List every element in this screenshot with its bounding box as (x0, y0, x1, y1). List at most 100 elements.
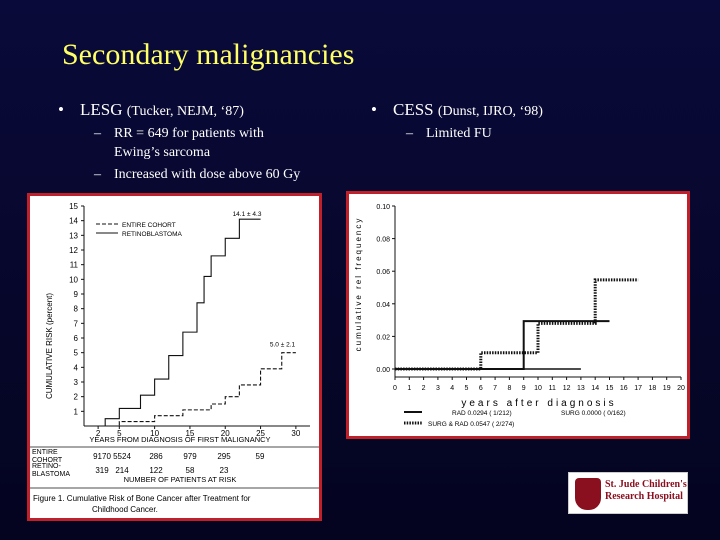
risk-cell: 5524 (113, 452, 131, 461)
x-tick-label: 18 (649, 385, 657, 392)
left-citation: (Tucker, NEJM, ‘87) (126, 104, 244, 119)
x-tick-label: 15 (606, 385, 614, 392)
y-tick-label: 4 (74, 363, 79, 372)
y-tick-label: 1 (74, 407, 79, 416)
legend-label: RAD 0.0294 ( 1/212) (452, 410, 512, 417)
x-tick-label: 12 (563, 385, 571, 392)
x-tick-label: 20 (677, 385, 685, 392)
cess-frequency-figure: cumulative rel frequency 0.00 0.02 0.04 0.0… (346, 191, 690, 439)
x-tick-label: 20 (221, 429, 230, 438)
y-tick-label: 14 (69, 217, 78, 226)
legend-label: ENTIRE COHORT (122, 222, 176, 229)
dash: – (406, 126, 413, 141)
x-tick-label: 16 (620, 385, 628, 392)
x-axis-label: years after diagnosis (461, 398, 616, 409)
risk-cell: 319 (95, 466, 109, 475)
y-tick-label: 0.06 (376, 269, 390, 276)
figure-caption-line2: Childhood Cancer. (92, 505, 158, 514)
x-tick-label: 2 (422, 385, 426, 392)
y-axis-label: cumulative rel frequency (354, 217, 363, 352)
right-bullet: • CESS (Dunst, IJRO, ‘98) (371, 99, 543, 122)
risk-cell: 122 (149, 466, 163, 475)
x-tick-label: 30 (291, 429, 300, 438)
bullet-dot: • (371, 100, 377, 119)
risk-cell: 23 (220, 466, 229, 475)
y-tick-label: 0.10 (376, 204, 390, 211)
bullet-dot: • (58, 100, 64, 119)
logo-line2: Research Hospital (605, 491, 683, 502)
x-tick-label: 5 (465, 385, 469, 392)
y-tick-label: 0.08 (376, 237, 390, 244)
y-tick-label: 0.04 (376, 302, 390, 309)
y-tick-label: 10 (69, 275, 78, 284)
risk-cell: 295 (217, 452, 231, 461)
left-sub-1-line2: Ewing’s sarcoma (114, 145, 211, 160)
right-sub-1-line1: Limited FU (426, 126, 492, 141)
risk-cell: 58 (186, 466, 195, 475)
y-tick-label: 15 (69, 202, 78, 211)
legend-label: RETINOBLASTOMA (122, 231, 183, 238)
right-citation: (Dunst, IJRO, ‘98) (437, 104, 543, 119)
y-tick-label: 6 (74, 334, 79, 343)
y-tick-label: 9 (74, 290, 79, 299)
y-tick-label: 13 (69, 231, 78, 240)
risk-row-label: RETINO- (32, 463, 61, 470)
right-heading: CESS (393, 100, 434, 119)
bone-cancer-chart: CUMULATIVE RISK (percent) 12345678910111… (30, 202, 319, 514)
cess-chart: cumulative rel frequency 0.00 0.02 0.04 0.0… (354, 204, 685, 428)
x-tick-label: 13 (577, 385, 585, 392)
x-tick-label: 7 (493, 385, 497, 392)
y-tick-label: 7 (74, 319, 79, 328)
annotation-entire-cohort: 5.0 ± 2.1 (270, 342, 296, 349)
legend: ENTIRE COHORT RETINOBLASTOMA (96, 222, 183, 238)
y-tick-label: 3 (74, 378, 79, 387)
left-sub-2-line1: Increased with dose above 60 Gy (114, 167, 301, 182)
risk-table-header: NUMBER OF PATIENTS AT RISK (124, 475, 237, 484)
y-axis-label: CUMULATIVE RISK (percent) (45, 293, 54, 399)
bone-cancer-risk-figure: CUMULATIVE RISK (percent) 1 2 3 4 5 6 7 8 9 10 11 1… (27, 193, 322, 521)
legend-label: SURG 0.0000 ( 0/162) (561, 410, 626, 417)
x-tick-label: 4 (450, 385, 454, 392)
figure-caption-line1: Figure 1. Cumulative Risk of Bone Cancer… (33, 494, 251, 503)
x-tick-label: 17 (634, 385, 642, 392)
dash: – (94, 167, 101, 182)
y-tick-label: 12 (69, 246, 78, 255)
y-tick-label: 11 (70, 261, 79, 270)
x-tick-label: 0 (393, 385, 397, 392)
x-tick-label: 3 (436, 385, 440, 392)
logo-line1: St. Jude Children's (605, 479, 687, 490)
risk-cell: 59 (256, 452, 265, 461)
x-tick-label: 15 (185, 429, 194, 438)
y-tick-label: 5 (74, 349, 79, 358)
y-tick-label: 8 (74, 305, 79, 314)
right-sub-1: – Limited FU (406, 124, 492, 143)
risk-cell: 286 (149, 452, 163, 461)
x-tick-label: 11 (549, 385, 556, 392)
series-line-surg-rad (395, 278, 639, 371)
risk-cell: 9170 (93, 452, 111, 461)
left-sub-1-line1: RR = 649 for patients with (114, 126, 264, 141)
x-tick-label: 10 (150, 429, 159, 438)
x-tick-label: 8 (507, 385, 511, 392)
y-tick-label: 0.00 (376, 367, 390, 374)
left-sub-1: – RR = 649 for patients with Ewing’s sar… (94, 124, 264, 162)
left-bullet: • LESG (Tucker, NEJM, ‘87) (58, 99, 244, 122)
x-tick-label: 9 (522, 385, 526, 392)
risk-cell: 214 (115, 466, 129, 475)
series-line-retinoblastoma (84, 218, 261, 427)
risk-row-label: BLASTOMA (32, 471, 70, 478)
x-tick-label: 1 (407, 385, 411, 392)
x-tick-label: 2 (96, 429, 101, 438)
logo-mark-icon (575, 478, 601, 510)
risk-row-label: ENTIRE (32, 449, 58, 456)
slide-title: Secondary malignancies (62, 38, 355, 71)
series-line-entire-cohort (84, 352, 296, 427)
risk-row-label: COHORT (32, 457, 63, 464)
left-sub-2: – Increased with dose above 60 Gy (94, 165, 301, 184)
left-heading: LESG (80, 100, 123, 119)
legend-label: SURG & RAD 0.0547 ( 2/274) (428, 421, 514, 428)
x-tick-label: 14 (591, 385, 599, 392)
x-tick-label: 5 (117, 429, 122, 438)
risk-cell: 979 (183, 452, 197, 461)
x-tick-label: 19 (663, 385, 671, 392)
